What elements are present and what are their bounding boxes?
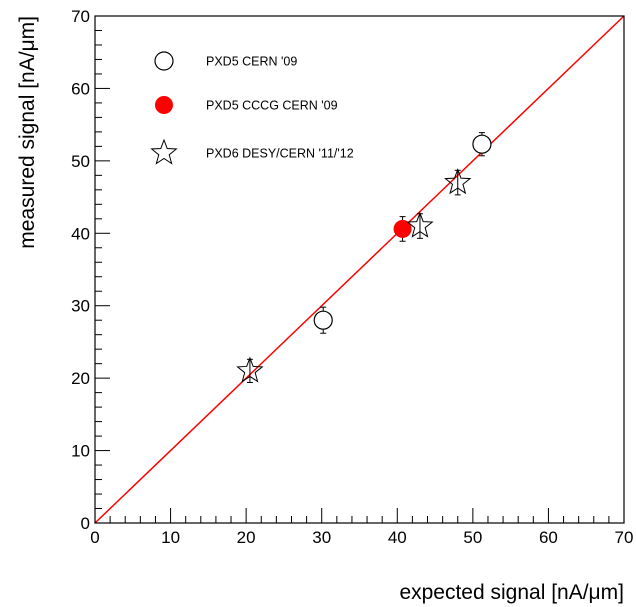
data-point <box>393 219 412 238</box>
x-tick-label: 60 <box>539 528 558 547</box>
y-tick-label: 50 <box>71 152 90 171</box>
legend-label: PXD5 CCCG CERN '09 <box>206 99 338 113</box>
plot-frame <box>94 15 625 524</box>
legend-marker <box>155 96 173 114</box>
x-tick-label: 30 <box>312 528 331 547</box>
x-tick-label: 0 <box>90 528 99 547</box>
data-point <box>472 134 492 154</box>
tick-layer <box>94 15 625 524</box>
y-tick-label: 60 <box>71 79 90 98</box>
reference-line-layer <box>94 15 625 524</box>
data-point <box>313 310 333 330</box>
x-tick-label: 70 <box>615 528 634 547</box>
legend-label: PXD6 DESY/CERN '11/'12 <box>206 147 354 161</box>
y-tick-label: 10 <box>71 442 90 461</box>
data-point <box>406 211 434 238</box>
legend-marker <box>150 138 178 165</box>
y-tick-label: 20 <box>71 369 90 388</box>
legend: PXD5 CERN '09 PXD5 CCCG CERN '09 PXD6 DESY… <box>150 51 354 165</box>
x-tick-label: 40 <box>388 528 407 547</box>
x-tick-label: 50 <box>463 528 482 547</box>
data-point <box>236 356 264 383</box>
y-tick-label: 30 <box>71 297 90 316</box>
legend-label: PXD5 CERN '09 <box>206 55 297 69</box>
error-bar-layer <box>246 132 485 383</box>
reference-line <box>94 15 625 524</box>
y-tick-label: 0 <box>81 514 90 533</box>
x-tick-label: 10 <box>161 528 180 547</box>
tick-label-layer: 0 10 20 30 40 50 60 70 0 10 20 30 40 50 60 70 <box>71 7 633 547</box>
marker-layer <box>236 134 492 383</box>
x-tick-label: 20 <box>237 528 256 547</box>
y-axis-title: measured signal [nA/μm] <box>16 16 39 249</box>
y-tick-label: 70 <box>71 7 90 26</box>
legend-marker <box>154 51 174 71</box>
y-tick-label: 40 <box>71 224 90 243</box>
x-axis-title: expected signal [nA/μm] <box>399 581 624 604</box>
data-point <box>444 168 472 195</box>
